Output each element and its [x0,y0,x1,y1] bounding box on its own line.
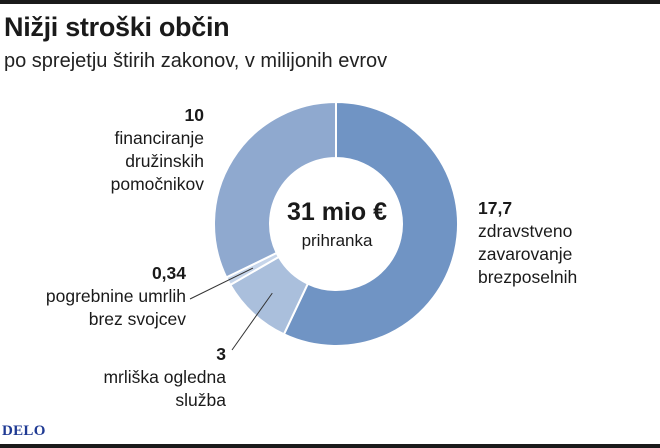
slice-label-1: 3 mrliška ogledna služba [40,343,226,412]
donut-slice-0 [282,100,459,347]
leader-line-2 [189,267,254,300]
slice-text-1: mrliška ogledna služba [103,367,226,410]
total-label: prihranka [301,231,373,250]
top-rule [0,0,660,4]
slice-label-3: 10 financiranje družinskih pomočnikov [40,104,204,196]
slice-text-3: financiranje družinskih pomočnikov [110,128,204,194]
slice-label-2: 0,34 pogrebnine umrlih brez svojcev [14,262,186,331]
slice-value-0: 17,7 [478,198,513,218]
chart-title: Nižji stroški občin [4,12,230,42]
bottom-rule [0,444,660,448]
brand-logo: DELO [2,423,46,439]
slice-label-0: 17,7 zdravstveno zavarovanje brezposelni… [478,197,577,289]
slice-value-3: 10 [184,105,204,125]
slice-value-2: 0,34 [151,263,186,283]
slice-text-2: pogrebnine umrlih brez svojcev [45,286,186,329]
leader-line-1 [231,292,273,351]
slice-value-1: 3 [216,344,226,364]
chart-subtitle: po sprejetju štirih zakonov, v milijonih… [4,50,388,72]
donut-slice-3 [213,100,337,279]
slice-text-0: zdravstveno zavarovanje brezposelnih [478,221,578,287]
total-value: 31 mio € [286,198,388,226]
